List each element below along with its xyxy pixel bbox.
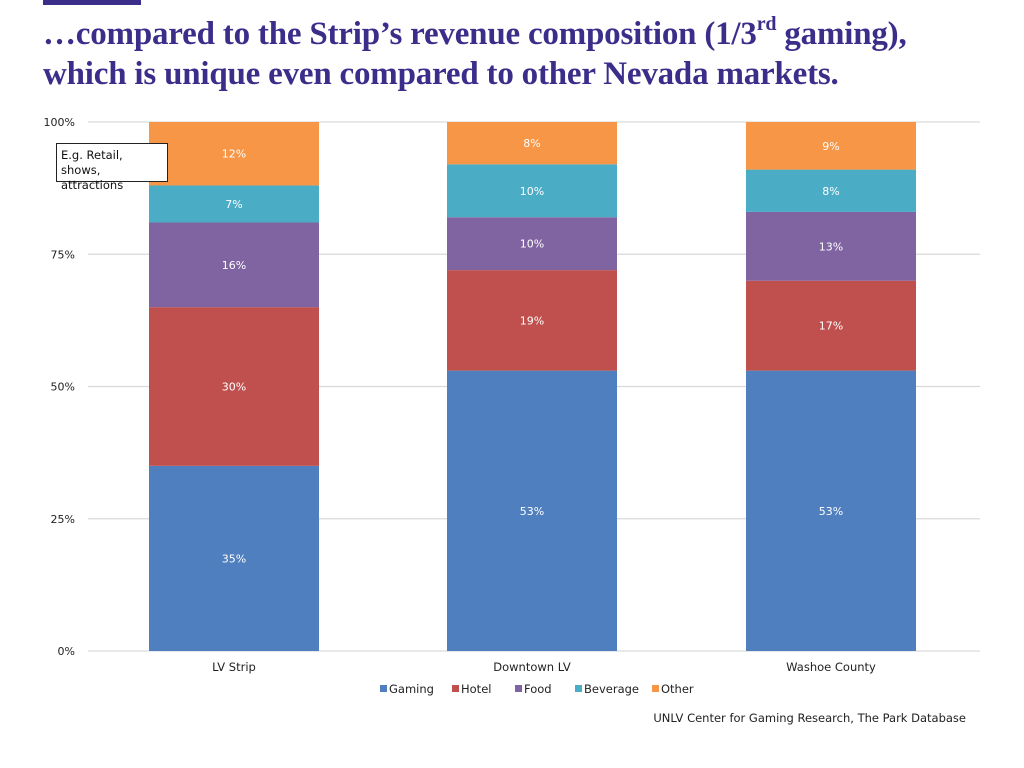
legend-label-hotel: Hotel [461,682,491,696]
legend-label-beverage: Beverage [584,682,639,696]
data-label-gaming: 53% [520,505,544,518]
y-tick-label: 0% [58,645,75,658]
data-label-food: 10% [520,238,544,251]
bar-segment-other [746,122,916,170]
bar-segment-food [447,217,617,271]
bar-segment-hotel [746,280,916,371]
legend-swatch-hotel [452,685,459,692]
x-axis-category-labels: LV Strip Downtown LV Washoe County [212,660,876,674]
bar-segment-gaming [746,370,916,651]
source-note: UNLV Center for Gaming Research, The Par… [653,711,966,725]
data-label-hotel: 19% [520,314,544,327]
bar-segment-hotel [149,307,319,466]
data-label-beverage: 10% [520,185,544,198]
y-tick-label: 75% [51,248,75,261]
y-tick-label: 100% [44,116,75,129]
data-label-food: 16% [222,259,246,272]
other-category-callout: E.g. Retail, shows, attractions [56,143,168,192]
bar-segment-food [746,211,916,281]
bar-segment-beverage [447,164,617,218]
category-label: Washoe County [786,660,876,674]
data-label-gaming: 53% [819,505,843,518]
bar-segment-other [149,122,319,186]
legend-swatch-gaming [380,685,387,692]
title-part1: …compared to the Strip’s revenue composi… [43,16,757,52]
data-labels: 35% 30% 16% 7% 12% 53% 19% 10% 10% 8% 53% 17% 13% 8% 9… [222,137,843,565]
legend-label-food: Food [524,682,552,696]
data-label-other: 8% [523,137,540,150]
bar-segment-other [447,122,617,165]
legend-swatch-food [515,685,522,692]
legend-label-other: Other [661,682,694,696]
bar-segment-gaming [447,370,617,651]
data-label-hotel: 30% [222,381,246,394]
legend-label-gaming: Gaming [389,682,434,696]
y-axis-tick-labels: 0% 25% 50% 75% 100% [44,116,75,658]
title-part2: gaming), [776,16,907,52]
data-label-beverage: 8% [822,185,839,198]
bar-segment-beverage [746,169,916,212]
title-line2: which is unique even compared to other N… [43,56,839,92]
data-label-food: 13% [819,240,843,253]
data-label-other: 12% [222,148,246,161]
legend: Gaming Hotel Food Beverage Other [380,682,694,696]
bar-segment-beverage [149,185,319,223]
data-label-hotel: 17% [819,320,843,333]
data-label-other: 9% [822,140,839,153]
category-label: Downtown LV [493,660,571,674]
category-label: LV Strip [212,660,256,674]
bars [149,122,916,651]
accent-bar [43,0,141,5]
data-label-gaming: 35% [222,552,246,565]
bar-segment-hotel [447,270,617,371]
legend-swatch-other [652,685,659,692]
title-superscript: rd [756,13,777,35]
y-tick-label: 50% [51,381,75,394]
data-label-beverage: 7% [225,198,242,211]
bar-segment-food [149,222,319,308]
legend-swatch-beverage [575,685,582,692]
slide-title: …compared to the Strip’s revenue composi… [43,14,1003,94]
bar-segment-gaming [149,465,319,651]
y-tick-label: 25% [51,513,75,526]
